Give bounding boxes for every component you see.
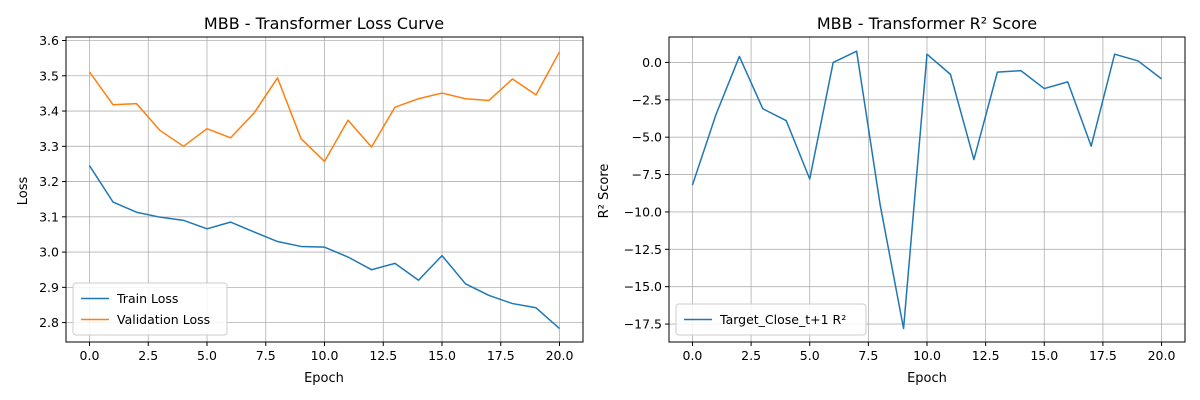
series-line (88, 51, 561, 163)
x-tick-label: 20.0 (1148, 348, 1176, 363)
series-line (691, 50, 1163, 330)
x-tick-label: 0.0 (683, 348, 703, 363)
y-tick-label: −7.5 (632, 167, 662, 182)
x-tick-label: 10.0 (311, 348, 339, 363)
x-tick-label: 5.0 (800, 348, 820, 363)
legend-label: Validation Loss (117, 312, 210, 327)
y-tick-label: 2.8 (39, 315, 59, 330)
x-tick-label: 7.5 (256, 348, 276, 363)
x-tick-label: 17.5 (1089, 348, 1117, 363)
loss-curve-chart: MBB - Transformer Loss Curve Epoch Loss … (16, 14, 584, 386)
y-tick-label: −17.5 (624, 317, 662, 332)
y-tick-label: 3.4 (39, 104, 59, 119)
legend-label: Target_Close_t+1 R² (719, 312, 846, 327)
y-tick-label: 3.3 (39, 139, 59, 154)
y-axis-label: R² Score (597, 164, 612, 219)
x-axis-label: Epoch (304, 371, 344, 386)
x-tick-label: 2.5 (138, 348, 158, 363)
r2-score-chart: MBB - Transformer R² Score Epoch R² Scor… (597, 14, 1186, 386)
chart-title: MBB - Transformer Loss Curve (204, 14, 444, 33)
y-tick-label: 2.9 (39, 280, 59, 295)
x-tick-label: 15.0 (428, 348, 456, 363)
x-tick-label: 15.0 (1030, 348, 1058, 363)
y-tick-label: 3.5 (39, 68, 59, 83)
legend: Train Loss Validation Loss (72, 282, 228, 336)
x-tick-label: 12.5 (369, 348, 397, 363)
y-tick-label: −10.0 (624, 204, 662, 219)
x-tick-label: 2.5 (741, 348, 761, 363)
series-line (88, 165, 560, 330)
y-axis-label: Loss (16, 177, 31, 206)
y-tick-label: 3.6 (39, 33, 59, 48)
x-tick-label: 5.0 (197, 348, 217, 363)
legend-box (72, 282, 228, 336)
x-tick-label: 10.0 (913, 348, 941, 363)
chart-title: MBB - Transformer R² Score (817, 14, 1037, 33)
y-tick-label: 0.0 (642, 55, 662, 70)
x-tick-label: 17.5 (487, 348, 515, 363)
y-tick-label: −15.0 (624, 279, 662, 294)
x-tick-label: 20.0 (546, 348, 574, 363)
legend-box (675, 303, 867, 336)
legend-label: Train Loss (116, 291, 178, 306)
x-tick-label: 7.5 (858, 348, 878, 363)
y-tick-label: −12.5 (624, 242, 662, 257)
y-tick-label: 3.2 (39, 174, 59, 189)
y-tick-label: −2.5 (632, 92, 662, 107)
x-tick-label: 0.0 (80, 348, 100, 363)
x-tick-label: 12.5 (972, 348, 1000, 363)
y-tick-label: 3.0 (39, 245, 59, 260)
y-tick-label: −5.0 (632, 130, 662, 145)
y-tick-label: 3.1 (39, 209, 59, 224)
legend: Target_Close_t+1 R² (675, 303, 867, 336)
x-axis-label: Epoch (907, 371, 947, 386)
